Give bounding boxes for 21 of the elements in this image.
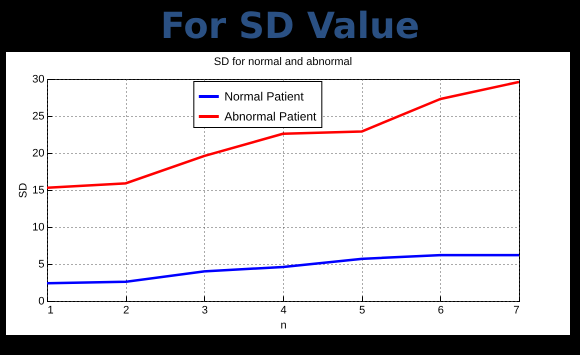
- x-tick-label: 4: [280, 304, 287, 316]
- x-tick-label: 5: [359, 304, 366, 316]
- y-tick-label: 10: [32, 222, 44, 234]
- y-tick-label: 0: [38, 296, 44, 308]
- x-tick-label: 6: [438, 304, 444, 316]
- chart-title: For SD Value: [159, 4, 421, 48]
- y-tick-label: 30: [32, 74, 44, 86]
- y-tick-label: 20: [32, 148, 44, 160]
- legend-label: Abnormal Patient: [224, 110, 318, 124]
- x-tick-label: 1: [48, 304, 54, 316]
- y-tick-label: 25: [32, 110, 44, 122]
- x-tick-label: 2: [123, 304, 130, 316]
- x-tick-label: 3: [202, 304, 208, 316]
- y-tick-label: 5: [38, 258, 44, 270]
- x-tick-label: 7: [513, 304, 520, 316]
- line-series: [47, 254, 519, 284]
- chart-subtitle: SD for normal and abnormal: [214, 56, 352, 68]
- y-axis-title: SD: [17, 182, 30, 198]
- x-axis-title: n: [280, 320, 287, 332]
- y-tick-label: 15: [32, 184, 44, 196]
- legend-label: Normal Patient: [224, 90, 304, 104]
